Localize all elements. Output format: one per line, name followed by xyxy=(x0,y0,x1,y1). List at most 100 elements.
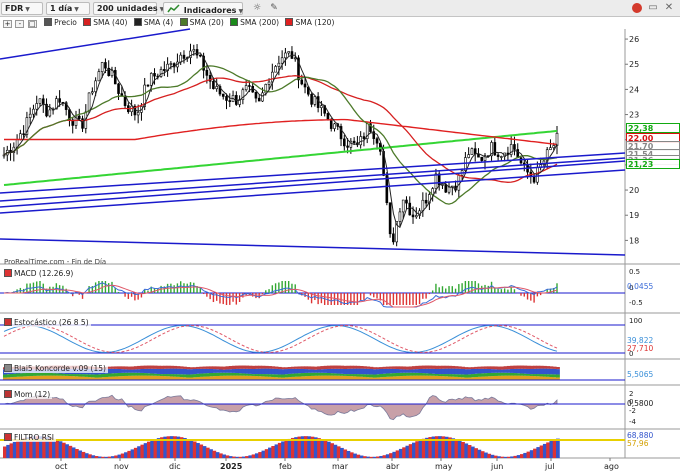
koncorde-area xyxy=(150,375,155,380)
candle-body xyxy=(146,84,150,87)
candle-body xyxy=(153,73,156,77)
macd-y-label: -0.5 xyxy=(629,299,643,307)
koncorde-area xyxy=(215,372,220,376)
koncorde-label[interactable]: Blai5 Koncorde v.09 (15) xyxy=(4,364,108,373)
koncorde-area xyxy=(163,374,168,377)
legend-price[interactable]: Precio xyxy=(54,18,77,27)
rsi-bar xyxy=(405,445,410,458)
koncorde-area xyxy=(146,375,151,380)
candle-body xyxy=(467,154,470,158)
koncorde-area xyxy=(160,375,164,380)
candle-body xyxy=(159,69,163,77)
candle-body xyxy=(333,123,336,129)
legend-sma40[interactable]: SMA (40) xyxy=(93,18,128,27)
koncorde-area xyxy=(395,372,400,377)
symbol-selector[interactable]: FDR ▼ xyxy=(1,2,43,15)
candle-body xyxy=(300,79,304,85)
macd-line xyxy=(3,282,558,308)
settings-icon[interactable]: ☼ xyxy=(252,3,262,13)
koncorde-area xyxy=(454,374,459,377)
candle-body xyxy=(493,142,497,156)
koncorde-area xyxy=(68,374,73,377)
koncorde-area xyxy=(438,365,443,369)
rsi-bar xyxy=(425,437,429,458)
candle-body xyxy=(316,96,320,108)
drawing-tools-icon[interactable]: ✎ xyxy=(270,3,278,13)
expand-icon[interactable]: □ xyxy=(27,20,37,28)
koncorde-area xyxy=(29,372,34,377)
rsi-bar xyxy=(186,439,191,458)
rsi-bar xyxy=(294,437,298,458)
koncorde-area xyxy=(196,368,200,374)
koncorde-area xyxy=(205,376,210,380)
candle-body xyxy=(490,142,493,157)
koncorde-area xyxy=(137,375,142,380)
candle-body xyxy=(104,62,107,69)
koncorde-area xyxy=(251,365,256,369)
remove-icon[interactable]: - xyxy=(15,20,25,28)
koncorde-area xyxy=(166,374,171,377)
candle-body xyxy=(326,112,330,120)
koncorde-area xyxy=(130,375,135,380)
koncorde-area xyxy=(484,373,488,377)
rsi-bar xyxy=(369,456,374,458)
koncorde-area xyxy=(546,368,551,375)
indicators-icon xyxy=(167,4,180,13)
momentum-label[interactable]: Mom (12) xyxy=(4,390,53,399)
candle-body xyxy=(215,86,218,90)
koncorde-area xyxy=(163,368,168,375)
koncorde-area xyxy=(503,369,508,373)
rsi-bar xyxy=(480,451,485,458)
koncorde-area xyxy=(412,375,416,380)
koncorde-area xyxy=(503,375,508,380)
x-tick-label: 2025 xyxy=(220,462,243,471)
candle-body xyxy=(284,52,287,59)
rsi-bar xyxy=(533,448,537,458)
indicators-button[interactable]: Indicadores ▼ xyxy=(163,2,243,15)
rsi-bar xyxy=(97,456,102,458)
koncorde-area xyxy=(153,373,158,376)
units-selector[interactable]: 200 unidades ▼ xyxy=(93,2,164,15)
candle-body xyxy=(117,83,120,94)
koncorde-area xyxy=(218,375,223,380)
add-icon[interactable]: + xyxy=(3,20,12,28)
rsi-bar xyxy=(474,448,478,458)
timeframe-selector[interactable]: 1 día ▼ xyxy=(46,2,90,15)
legend-sma120[interactable]: SMA (120) xyxy=(295,18,335,27)
koncorde-area xyxy=(268,368,272,375)
x-tick-label: jul xyxy=(544,462,555,471)
koncorde-area xyxy=(523,375,528,380)
koncorde-area xyxy=(42,375,47,380)
minimize-icon[interactable]: ▭ xyxy=(648,2,658,13)
rsi-bar xyxy=(104,456,109,458)
rsi-bar xyxy=(110,456,115,458)
alert-icon[interactable] xyxy=(630,1,644,15)
koncorde-area xyxy=(477,373,482,377)
koncorde-area xyxy=(232,369,236,373)
legend-sma200[interactable]: SMA (200) xyxy=(240,18,280,27)
stochastic-label[interactable]: Estocástico (26 8 5) xyxy=(4,318,91,327)
koncorde-area xyxy=(35,372,40,376)
legend-sma20[interactable]: SMA (20) xyxy=(189,18,224,27)
toolbar: FDR ▼ 1 día ▼ 200 unidades ▼ Indicadores ▼ ☼… xyxy=(0,0,680,17)
rsi-bar xyxy=(549,441,554,458)
rsi-badge: 68,880 xyxy=(627,431,653,440)
koncorde-area xyxy=(389,366,393,369)
koncorde-area xyxy=(434,375,439,380)
rsi-bar xyxy=(379,455,384,458)
koncorde-area xyxy=(287,373,292,378)
legend-sma4[interactable]: SMA (4) xyxy=(143,18,174,27)
candle-body xyxy=(313,96,317,105)
koncorde-area xyxy=(526,365,531,369)
koncorde-area xyxy=(467,377,472,380)
rsi-filter-label[interactable]: FILTRO RSI xyxy=(4,433,56,442)
sma40-swatch-icon xyxy=(83,18,92,26)
candle-body xyxy=(434,173,438,189)
macd-label[interactable]: MACD (12.26.9) xyxy=(4,269,76,278)
close-icon[interactable]: ✕ xyxy=(664,2,674,13)
koncorde-area xyxy=(398,369,403,373)
koncorde-area xyxy=(81,374,86,377)
timeframe-label: 1 día xyxy=(50,4,73,13)
koncorde-area xyxy=(542,374,547,377)
